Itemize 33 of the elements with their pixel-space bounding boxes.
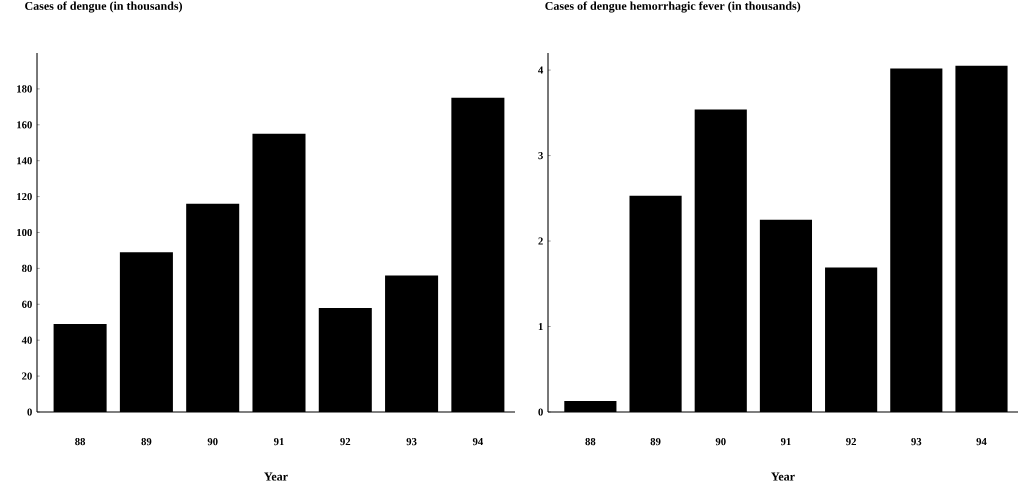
x-tick-label: 94 xyxy=(976,438,987,446)
x-tick-label: 88 xyxy=(75,438,86,446)
y-tick-label: 0 xyxy=(538,408,543,416)
y-tick-label: 4 xyxy=(538,66,544,74)
chart-title: Cases of dengue (in thousands) xyxy=(25,1,183,13)
y-tick-label: 140 xyxy=(17,157,32,165)
x-tick-label: 89 xyxy=(650,438,661,446)
y-tick-label: 3 xyxy=(538,151,543,160)
x-tick-label: 90 xyxy=(715,438,726,446)
y-tick-label: 80 xyxy=(21,264,32,272)
x-tick-label: 91 xyxy=(780,438,791,446)
y-tick-label: 180 xyxy=(17,85,32,93)
x-tick-label: 89 xyxy=(141,438,152,446)
chart-title: Cases of dengue hemorrhagic fever (in thousands) xyxy=(545,1,801,13)
y-tick-label: 120 xyxy=(17,193,32,201)
x-axis-title: Year xyxy=(264,472,288,481)
y-tick-label: 2 xyxy=(538,237,543,245)
y-tick-label: 20 xyxy=(22,372,32,380)
x-axis-title: Year xyxy=(771,472,795,481)
x-tick-label: 94 xyxy=(472,438,484,446)
y-tick-label: 160 xyxy=(17,121,32,129)
x-tick-label: 92 xyxy=(846,438,856,446)
x-tick-label: 93 xyxy=(406,438,417,446)
x-tick-label: 88 xyxy=(585,438,596,446)
x-tick-label: 91 xyxy=(273,438,284,446)
x-tick-label: 93 xyxy=(911,438,922,446)
y-tick-label: 100 xyxy=(17,228,32,237)
y-tick-label: 0 xyxy=(27,408,32,416)
x-tick-label: 92 xyxy=(340,438,351,446)
y-tick-label: 1 xyxy=(538,322,543,331)
x-tick-label: 90 xyxy=(207,438,218,446)
y-tick-label: 40 xyxy=(21,336,32,344)
y-tick-label: 60 xyxy=(21,300,32,308)
